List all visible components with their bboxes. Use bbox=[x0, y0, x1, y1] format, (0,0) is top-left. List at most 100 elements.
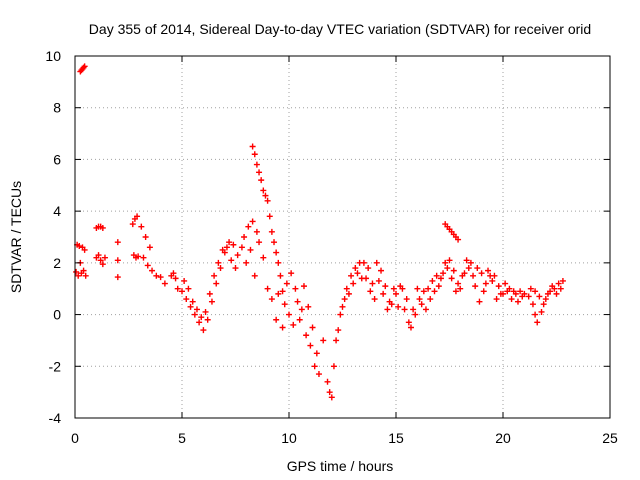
y-tick-label: -4 bbox=[49, 410, 62, 426]
data-point bbox=[343, 285, 350, 292]
data-point bbox=[189, 298, 196, 305]
data-point bbox=[172, 275, 179, 282]
data-point bbox=[393, 290, 399, 297]
data-point bbox=[448, 275, 455, 282]
data-point bbox=[472, 283, 479, 290]
data-point bbox=[514, 298, 521, 305]
data-point bbox=[181, 277, 188, 284]
data-point bbox=[101, 254, 108, 261]
data-point bbox=[183, 296, 190, 303]
data-point bbox=[134, 213, 141, 220]
y-tick-label: 0 bbox=[53, 307, 61, 323]
data-point bbox=[485, 267, 492, 274]
chart-title: Day 355 of 2014, Sidereal Day-to-day VTE… bbox=[89, 21, 591, 37]
axis-ticks bbox=[74, 55, 611, 419]
x-tick-label: 25 bbox=[602, 430, 618, 446]
data-point bbox=[395, 303, 402, 310]
data-point bbox=[452, 288, 459, 295]
data-point bbox=[420, 288, 427, 295]
data-point bbox=[245, 223, 252, 230]
data-point bbox=[273, 249, 280, 256]
data-point bbox=[81, 63, 88, 70]
data-point bbox=[416, 296, 423, 303]
data-point bbox=[320, 337, 327, 344]
data-point bbox=[422, 306, 429, 313]
plot-frame bbox=[74, 55, 611, 419]
data-point bbox=[450, 267, 457, 274]
data-point bbox=[373, 259, 380, 266]
data-point bbox=[275, 259, 282, 266]
data-point bbox=[179, 288, 185, 295]
data-point bbox=[437, 275, 444, 282]
data-point bbox=[232, 265, 239, 272]
x-tick-label: 20 bbox=[495, 430, 511, 446]
data-point bbox=[296, 316, 303, 323]
data-point bbox=[476, 298, 483, 305]
data-point bbox=[478, 270, 485, 277]
data-point bbox=[544, 290, 551, 297]
x-tick-label: 5 bbox=[178, 430, 186, 446]
data-point bbox=[256, 239, 263, 246]
data-point bbox=[425, 285, 432, 292]
data-point bbox=[455, 280, 462, 287]
data-point bbox=[365, 265, 372, 272]
data-point bbox=[157, 274, 164, 281]
data-point bbox=[412, 311, 419, 318]
data-point bbox=[81, 246, 88, 253]
data-point bbox=[525, 293, 532, 300]
data-point bbox=[238, 244, 245, 251]
data-point bbox=[305, 303, 312, 310]
data-point bbox=[215, 259, 222, 266]
data-markers bbox=[73, 63, 566, 401]
data-point bbox=[114, 257, 121, 264]
data-point bbox=[350, 280, 357, 287]
data-point bbox=[326, 389, 333, 396]
y-axis-label: SDTVAR / TECUs bbox=[8, 181, 24, 293]
data-point bbox=[114, 274, 121, 281]
data-point bbox=[506, 285, 513, 292]
data-point bbox=[288, 270, 295, 277]
data-point bbox=[433, 272, 440, 279]
data-point bbox=[228, 257, 235, 264]
data-point bbox=[191, 311, 198, 318]
grid-lines bbox=[75, 56, 610, 418]
data-point bbox=[461, 270, 468, 277]
data-point bbox=[549, 283, 556, 290]
data-point bbox=[196, 319, 203, 326]
data-point bbox=[313, 350, 320, 357]
data-point bbox=[557, 285, 564, 292]
data-point bbox=[532, 288, 539, 295]
data-point bbox=[474, 265, 481, 272]
data-point bbox=[405, 319, 412, 326]
data-point bbox=[234, 252, 241, 259]
data-point bbox=[226, 239, 233, 246]
data-point bbox=[99, 261, 106, 268]
data-point bbox=[298, 306, 305, 313]
data-point bbox=[467, 259, 474, 266]
data-point bbox=[256, 169, 263, 176]
data-point bbox=[253, 161, 260, 168]
data-point bbox=[482, 280, 489, 287]
data-point bbox=[253, 228, 260, 235]
data-point bbox=[275, 290, 282, 297]
data-point bbox=[397, 283, 404, 290]
data-point bbox=[410, 306, 417, 313]
data-point bbox=[97, 257, 104, 264]
data-point bbox=[161, 280, 168, 287]
data-point bbox=[555, 280, 562, 287]
y-tick-label: 8 bbox=[53, 100, 61, 116]
data-point bbox=[294, 298, 301, 305]
data-point bbox=[311, 363, 318, 370]
data-point bbox=[82, 272, 89, 279]
data-point bbox=[510, 288, 517, 295]
data-point bbox=[198, 314, 205, 321]
data-point bbox=[532, 311, 539, 318]
data-point bbox=[73, 268, 80, 275]
data-point bbox=[536, 293, 543, 300]
data-point bbox=[135, 253, 142, 260]
data-point bbox=[204, 316, 211, 323]
x-tick-label: 10 bbox=[281, 430, 297, 446]
data-point bbox=[427, 296, 434, 303]
data-point bbox=[335, 327, 342, 334]
data-point bbox=[367, 288, 374, 295]
